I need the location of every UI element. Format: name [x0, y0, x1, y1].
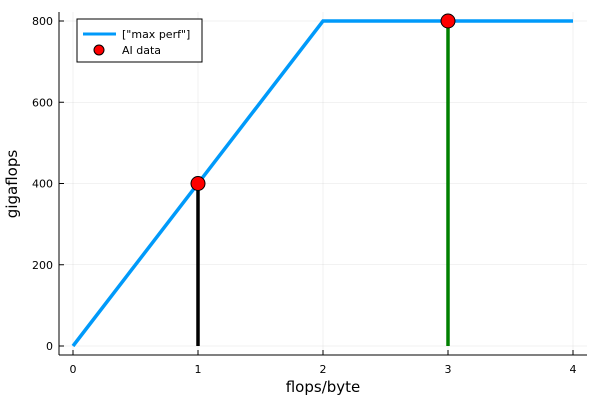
legend-label-ai-data: AI data	[122, 44, 161, 57]
x-axis-label: flops/byte	[286, 378, 361, 396]
ai-data-point	[440, 13, 456, 29]
x-tick-label: 1	[195, 363, 202, 376]
x-tick-label: 0	[70, 363, 77, 376]
grid	[59, 12, 587, 355]
x-tick-label: 2	[320, 363, 327, 376]
ai-data-point	[190, 176, 206, 191]
y-tick-label: 600	[32, 96, 53, 109]
ticks: 0 1 2 3 4 0 200 400 600 800	[32, 15, 577, 376]
legend-label-max-perf: ["max perf"]	[122, 28, 190, 41]
legend: ["max perf"] AI data	[76, 18, 203, 63]
x-tick-label: 4	[570, 363, 577, 376]
data-points	[190, 13, 456, 191]
x-tick-label: 3	[445, 363, 452, 376]
y-tick-label: 400	[32, 178, 53, 191]
y-tick-label: 800	[32, 15, 53, 28]
series	[71, 19, 573, 348]
legend-marker-swatch	[93, 44, 105, 56]
max-perf-line	[71, 19, 573, 348]
y-axis-label: gigaflops	[3, 150, 21, 219]
y-tick-label: 200	[32, 259, 53, 272]
y-tick-label: 0	[46, 340, 53, 353]
